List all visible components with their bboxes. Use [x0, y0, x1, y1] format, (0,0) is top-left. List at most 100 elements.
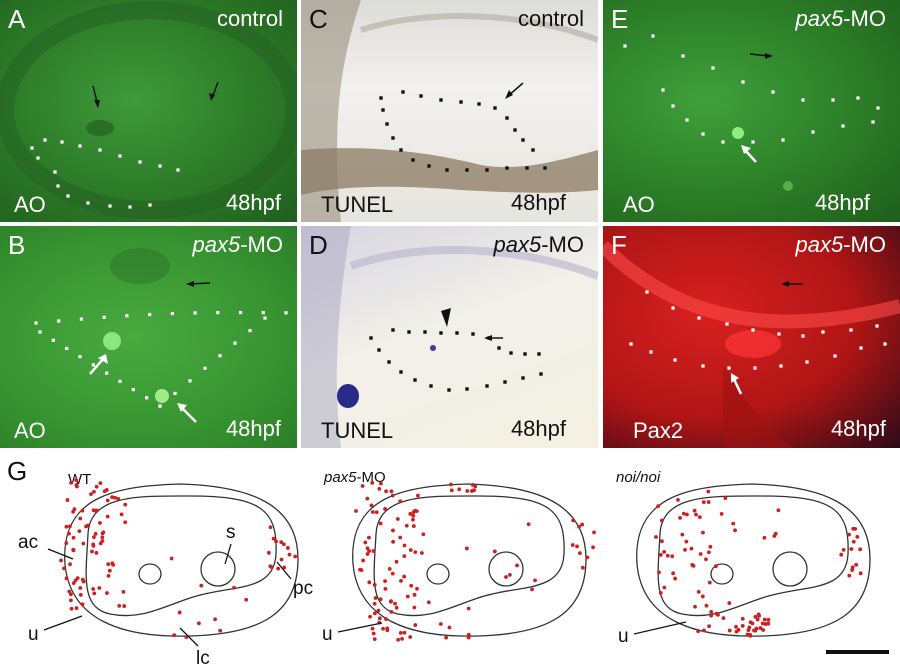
hair-cell-dot — [377, 486, 382, 491]
hair-cell-dot — [408, 548, 413, 552]
hair-cell-dot — [122, 604, 127, 608]
hair-cell-dot — [466, 632, 471, 637]
hair-cell-dot — [71, 535, 76, 540]
outline-dot — [711, 66, 715, 70]
hair-cell-dot — [74, 482, 79, 487]
pillar-outline — [488, 551, 524, 587]
hair-cell-dot — [100, 535, 105, 540]
outline-dot — [445, 168, 449, 172]
outline-dot — [521, 376, 525, 380]
outline-dot — [284, 311, 288, 315]
hair-cell-dot — [372, 601, 377, 606]
hair-cell-dot — [110, 561, 115, 566]
condition-label: pax5-MO — [493, 232, 584, 257]
hair-cell-dot — [64, 524, 69, 529]
outline-dot — [423, 330, 427, 334]
hair-cell-dot — [78, 593, 83, 597]
hair-cell-dot — [400, 636, 404, 641]
hair-cell-dot — [447, 625, 452, 630]
hair-cell-dot — [740, 623, 745, 628]
condition-label: pax5-MO — [795, 6, 886, 31]
hair-cell-dot — [102, 489, 107, 494]
hair-cell-dot — [100, 539, 105, 543]
hair-cell-dot — [701, 530, 705, 535]
hair-cell-dot — [80, 508, 85, 513]
hair-cell-dot — [367, 580, 372, 585]
outline-dot — [105, 371, 109, 375]
outline-dot — [721, 140, 725, 144]
outline-dot — [43, 138, 47, 142]
hair-cell-dot — [754, 626, 759, 631]
outline-dot — [381, 108, 385, 112]
hair-cell-dot — [287, 552, 292, 557]
hair-cell-dot — [98, 481, 103, 486]
hair-cell-dot — [656, 504, 661, 509]
hair-cell-dot — [388, 599, 393, 604]
hair-cell-dot — [367, 535, 371, 540]
hair-cell-dot — [383, 507, 387, 511]
hair-cell-dot — [169, 556, 174, 561]
hair-cell-dot — [696, 629, 701, 634]
outline-dot — [419, 94, 423, 98]
panel-letter: G — [7, 456, 28, 486]
hair-cell-dot — [59, 558, 63, 563]
hair-cell-dot — [384, 617, 388, 621]
outline-dot — [779, 364, 783, 368]
outline-dot — [401, 90, 405, 94]
panel-f: F pax5-MO Pax2 48hpf — [603, 226, 900, 448]
outline-dot — [369, 336, 373, 340]
diagram-title-pax5: pax5-MO — [323, 469, 386, 486]
hair-cell-dot — [116, 497, 121, 501]
outline-dot — [455, 331, 459, 335]
hair-cell-dot — [398, 630, 403, 635]
hair-cell-dot — [426, 600, 431, 605]
hair-cell-dot — [119, 512, 124, 517]
hair-cell-dot — [389, 609, 394, 614]
outline-dot — [497, 346, 501, 350]
hair-cell-dot — [658, 590, 663, 595]
hair-cell-dot — [94, 551, 99, 555]
hair-cell-dot — [858, 571, 863, 576]
hair-cell-dot — [91, 542, 96, 547]
hair-cell-dot — [91, 587, 96, 591]
hair-cell-dot — [733, 528, 737, 533]
outline-dot — [399, 148, 403, 152]
ear-diagram-wt — [59, 478, 299, 640]
hair-cell-dot — [696, 589, 701, 594]
hair-cell-dot — [689, 546, 694, 551]
stage-label: 48hpf — [814, 190, 870, 215]
outline-dot — [781, 138, 785, 142]
outline-dot — [108, 204, 112, 208]
hair-cell-dot — [80, 577, 85, 582]
hair-cell-dot — [578, 551, 582, 555]
panel-a-image — [0, 1, 297, 219]
hair-cell-dot — [694, 512, 698, 517]
hair-cell-dot — [444, 635, 449, 640]
hair-cell-dot — [736, 627, 741, 632]
arrow-icon — [180, 406, 197, 423]
hair-cell-dot — [660, 539, 664, 544]
hair-cell-dot — [685, 512, 689, 517]
hair-cell-dot — [371, 631, 376, 636]
hair-cell-dot — [378, 521, 383, 526]
hair-cell-dot — [354, 509, 358, 513]
hair-cell-dot — [585, 555, 590, 560]
hair-cell-dot — [416, 493, 420, 498]
outline-dot — [238, 310, 243, 315]
outline-dot — [537, 352, 541, 356]
stain-label: AO — [14, 192, 46, 217]
hair-cell-dot — [370, 480, 375, 485]
pillar-outline — [710, 563, 734, 585]
stage-label: 48hpf — [225, 190, 281, 215]
hair-cell-dot — [761, 628, 766, 632]
hair-cell-dot — [394, 605, 399, 610]
outline-dot — [673, 358, 677, 362]
hair-cell-dot — [396, 637, 401, 642]
hair-cell-dot — [470, 482, 475, 487]
outline-dot — [485, 168, 489, 172]
outline-dot — [216, 311, 220, 315]
hair-cell-dot — [271, 536, 276, 541]
outline-dot — [78, 355, 82, 359]
hair-cell-dot — [383, 579, 387, 584]
outline-dot — [131, 387, 135, 392]
